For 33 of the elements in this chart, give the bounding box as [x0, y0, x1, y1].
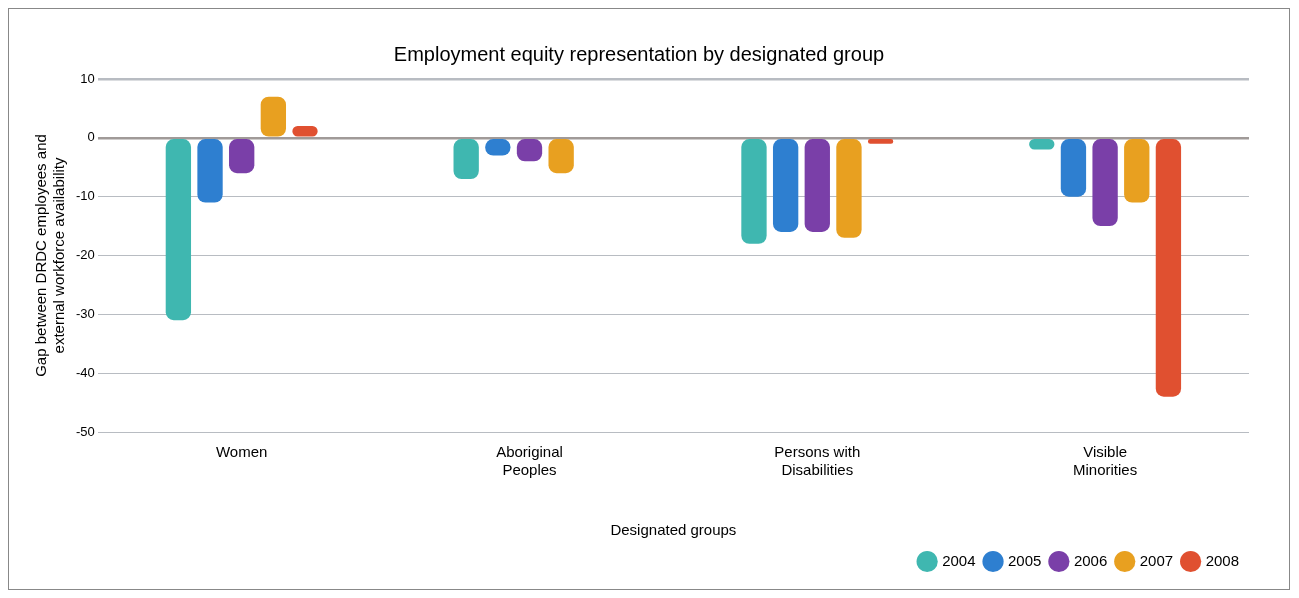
bar — [772, 139, 799, 232]
y-tick-label: -20 — [75, 247, 95, 263]
bar — [1092, 139, 1118, 227]
x-tick-label: Women — [215, 443, 268, 461]
y-tick-label: -40 — [75, 364, 95, 380]
x-tick-label: Persons with Disabilities — [774, 443, 861, 479]
y-tick-label: 10 — [80, 70, 95, 86]
bar — [741, 139, 767, 244]
bar — [229, 139, 255, 174]
bar — [1155, 139, 1182, 397]
legend-label: 2008 — [1205, 551, 1240, 569]
y-axis-title: Gap between DRDC employees and external workforce availability — [32, 134, 68, 377]
legend-label: 2006 — [1073, 551, 1108, 569]
y-tick-label: -10 — [75, 188, 95, 204]
bar — [836, 139, 862, 238]
bar — [804, 139, 830, 232]
y-tick-label: 0 — [87, 129, 95, 145]
legend-label: 2005 — [1008, 551, 1042, 569]
x-tick-label: Visible Minorities — [1073, 443, 1138, 479]
bar — [453, 139, 479, 180]
x-tick-label: Aboriginal Peoples — [496, 443, 563, 479]
legend-label: 2007 — [1139, 551, 1174, 569]
bar — [165, 139, 192, 321]
bar — [548, 139, 574, 174]
chart-title: Employment equity representation by designated group — [393, 42, 885, 65]
y-tick-label: -30 — [75, 305, 95, 321]
y-tick-label: -50 — [75, 423, 95, 439]
bar — [1124, 139, 1150, 203]
bar — [260, 96, 287, 137]
legend-label: 2004 — [942, 551, 976, 569]
x-axis-title: Designated groups — [610, 521, 737, 539]
bar — [197, 139, 223, 203]
bar — [1060, 139, 1087, 197]
